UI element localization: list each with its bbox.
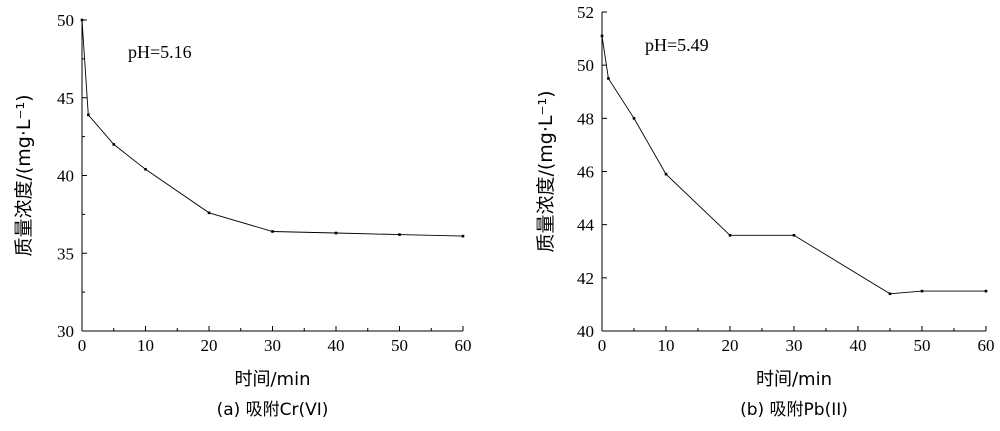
data-point bbox=[888, 292, 892, 296]
data-point bbox=[792, 234, 796, 237]
data-point bbox=[112, 143, 116, 146]
x-tick-label: 10 bbox=[658, 336, 675, 355]
y-axis-title: 质量浓度/(mg·L⁻¹) bbox=[535, 90, 557, 252]
data-point bbox=[398, 233, 401, 236]
data-point bbox=[271, 230, 274, 233]
x-tick-label: 10 bbox=[137, 336, 154, 355]
series-line bbox=[601, 35, 986, 295]
x-tick-label: 30 bbox=[786, 336, 803, 355]
data-point bbox=[600, 34, 604, 38]
x-tick-label: 50 bbox=[914, 336, 931, 355]
data-point bbox=[87, 113, 90, 117]
y-tick-label: 44 bbox=[577, 216, 595, 235]
x-tick-label: 20 bbox=[201, 336, 218, 355]
x-tick-label: 60 bbox=[978, 336, 995, 355]
panel-a: 0 10 20 30 40 50 60 30 35 40 45 50 pH=5.16 质量浓度/(mg·L… bbox=[13, 11, 472, 420]
data-point bbox=[920, 289, 924, 293]
ph-annotation: pH=5.16 bbox=[128, 42, 192, 62]
data-point bbox=[207, 211, 211, 215]
x-tick-label: 20 bbox=[722, 336, 739, 355]
x-tick-label: 40 bbox=[850, 336, 867, 355]
y-tick-label: 35 bbox=[57, 244, 74, 263]
data-point bbox=[80, 18, 84, 22]
data-point bbox=[984, 289, 988, 293]
y-tick-label: 48 bbox=[577, 109, 594, 128]
data-point bbox=[461, 234, 465, 238]
y-tick-label: 40 bbox=[57, 167, 74, 186]
ph-annotation: pH=5.49 bbox=[645, 35, 709, 55]
y-tick-label: 30 bbox=[57, 322, 74, 341]
data-point bbox=[632, 117, 636, 120]
y-tick-label: 46 bbox=[577, 163, 594, 182]
panel-b: 0 10 20 30 40 50 60 40 42 44 46 48 50 52 pH=5.49 质量浓度/(… bbox=[535, 3, 995, 420]
panel-caption: (b) 吸附Pb(II) bbox=[740, 400, 848, 420]
panel-caption: (a) 吸附Cr(VI) bbox=[217, 400, 329, 420]
y-tick-label: 52 bbox=[577, 3, 594, 22]
y-axis-title: 质量浓度/(mg·L⁻¹) bbox=[13, 94, 35, 256]
data-point bbox=[607, 77, 610, 80]
x-tick-label: 60 bbox=[455, 336, 472, 355]
data-point bbox=[728, 234, 732, 237]
y-tick-label: 50 bbox=[577, 56, 594, 75]
x-tick-label: 0 bbox=[598, 336, 607, 355]
y-tick-label: 40 bbox=[577, 322, 594, 341]
y-tick-label: 50 bbox=[57, 11, 74, 30]
x-axis-title: 时间/min bbox=[756, 369, 832, 390]
y-tick-label: 45 bbox=[57, 89, 74, 108]
data-point bbox=[334, 231, 338, 235]
data-point bbox=[664, 172, 668, 176]
x-tick-label: 40 bbox=[328, 336, 345, 355]
data-point bbox=[144, 167, 147, 171]
y-tick-label: 42 bbox=[577, 269, 594, 288]
x-axis-title: 时间/min bbox=[234, 369, 310, 390]
x-tick-label: 30 bbox=[264, 336, 281, 355]
x-tick-label: 0 bbox=[78, 336, 87, 355]
x-tick-label: 50 bbox=[391, 336, 408, 355]
